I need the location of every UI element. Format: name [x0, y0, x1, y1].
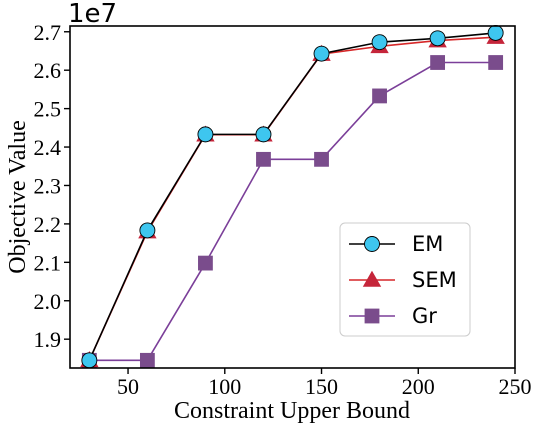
- series-layer: [80, 24, 505, 369]
- x-tick-label: 50: [117, 374, 139, 399]
- data-point-gr: [198, 255, 213, 271]
- x-tick-label: 100: [208, 374, 241, 399]
- legend-marker-gr: [364, 308, 380, 324]
- data-point-em: [487, 24, 504, 41]
- x-axis-label: Constraint Upper Bound: [174, 398, 410, 424]
- y-tick-label: 2.4: [34, 135, 62, 160]
- legend-label-sem: SEM: [412, 268, 457, 292]
- data-point-em: [197, 126, 214, 143]
- plot-frame: [69, 25, 516, 369]
- data-point-gr: [430, 55, 446, 70]
- series-line-em: [88, 32, 496, 361]
- data-point-gr: [488, 55, 504, 70]
- y-axis-label: Objective Value: [5, 120, 31, 274]
- data-point-em: [313, 45, 330, 62]
- y-tick-label: 2.3: [34, 173, 62, 198]
- data-point-em: [139, 222, 156, 239]
- data-point-gr: [314, 151, 329, 167]
- x-axis-ticks: 50 100 150 200 250: [117, 368, 532, 399]
- x-tick-label: 150: [305, 374, 338, 399]
- y-tick-label: 1.9: [34, 327, 62, 352]
- y-tick-label: 2.1: [34, 250, 62, 275]
- y-tick-label: 2.7: [34, 20, 62, 45]
- y-tick-label: 2.0: [34, 289, 62, 314]
- legend-label-em: EM: [412, 232, 443, 256]
- series-line-gr: [89, 61, 496, 362]
- legend-item-gr: Gr: [349, 304, 437, 328]
- data-point-gr: [256, 151, 271, 167]
- legend-item-em: EM: [349, 232, 443, 256]
- y-axis-ticks: 1.9 2.0 2.1 2.2 2.3 2.4 2.5 2.6 2.7: [34, 20, 70, 352]
- x-tick-label: 200: [402, 374, 435, 399]
- data-point-gr: [139, 352, 155, 368]
- y-multiplier-label: 1e7: [68, 0, 117, 29]
- y-tick-label: 2.6: [34, 58, 62, 83]
- data-point-em: [81, 352, 98, 369]
- data-point-em: [371, 34, 388, 51]
- legend-item-sem: SEM: [349, 268, 457, 292]
- legend-label-gr: Gr: [412, 304, 437, 328]
- data-point-em: [429, 30, 446, 47]
- data-point-em: [255, 126, 272, 143]
- y-tick-label: 2.2: [34, 212, 62, 237]
- legend-marker-em: [364, 236, 380, 252]
- y-tick-label: 2.5: [34, 97, 62, 122]
- legend: EM SEM Gr: [339, 222, 471, 337]
- series-em: [81, 24, 504, 369]
- data-point-gr: [372, 88, 387, 104]
- x-tick-label: 250: [499, 374, 532, 399]
- legend-marker-sem: [362, 270, 382, 287]
